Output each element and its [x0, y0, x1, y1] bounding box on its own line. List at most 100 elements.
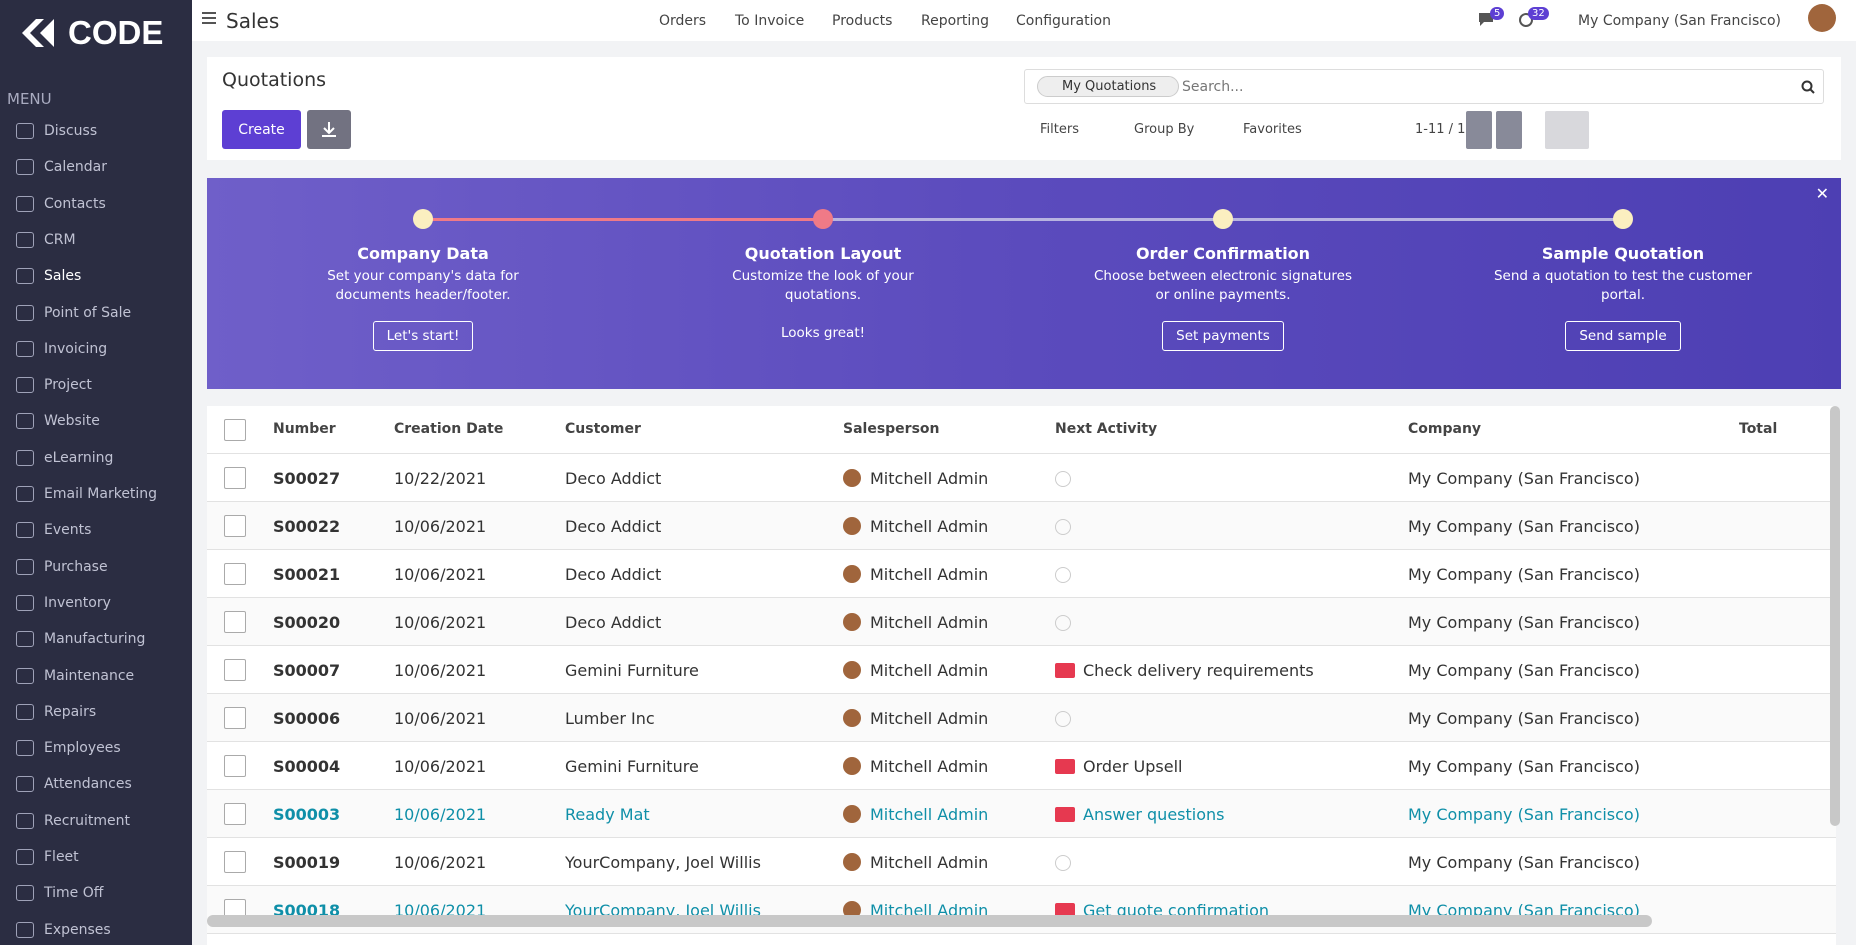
row-checkbox[interactable]: [224, 659, 246, 681]
activity-clock[interactable]: [1055, 567, 1071, 583]
table-row[interactable]: S00019 10/06/2021 YourCompany, Joel Willis…: [207, 838, 1836, 886]
row-checkbox[interactable]: [224, 467, 246, 489]
user-avatar[interactable]: [1808, 4, 1836, 32]
sidebar-item[interactable]: Email Marketing: [16, 479, 157, 509]
row-checkbox[interactable]: [224, 707, 246, 729]
messages-icon[interactable]: [1477, 10, 1497, 28]
column-header[interactable]: Salesperson: [843, 421, 940, 437]
app-name[interactable]: Sales: [226, 8, 280, 33]
row-checkbox[interactable]: [224, 803, 246, 825]
sidebar-item[interactable]: Attendances: [16, 769, 132, 799]
column-header[interactable]: Next Activity: [1055, 421, 1158, 437]
row-checkbox[interactable]: [224, 515, 246, 537]
nav-item[interactable]: Reporting: [921, 12, 990, 29]
sidebar-icon: [16, 195, 34, 212]
create-button[interactable]: Create: [222, 110, 301, 149]
sidebar-label: Purchase: [44, 558, 108, 575]
nav-item[interactable]: Orders: [659, 12, 707, 29]
view-switch[interactable]: [1685, 111, 1729, 149]
step-title: Company Data: [357, 244, 489, 263]
row-checkbox[interactable]: [224, 851, 246, 873]
total: 1,706.00: [1717, 661, 1836, 680]
sidebar-item[interactable]: Expenses: [16, 915, 111, 945]
column-header[interactable]: Number: [273, 421, 336, 437]
activity-clock[interactable]: [1055, 471, 1071, 487]
table-row[interactable]: S00003 10/06/2021 Ready Mat Mitchell Admin A…: [207, 790, 1836, 838]
search-bar[interactable]: My Quotations Search...: [1024, 69, 1824, 104]
nav-item[interactable]: To Invoice: [735, 12, 805, 29]
sidebar-item[interactable]: Inventory: [16, 588, 111, 618]
vertical-scrollbar[interactable]: [1830, 406, 1840, 826]
view-switch[interactable]: [1732, 111, 1776, 149]
salesperson: Mitchell Admin: [843, 613, 988, 632]
column-header[interactable]: Total: [1739, 421, 1778, 437]
sidebar-item[interactable]: eLearning: [16, 443, 113, 473]
sidebar-item[interactable]: Point of Sale: [16, 298, 131, 328]
view-switch[interactable]: [1778, 111, 1822, 149]
download-button[interactable]: [307, 110, 351, 149]
column-header[interactable]: Company: [1408, 421, 1482, 437]
step-button[interactable]: Let's start!: [372, 321, 474, 351]
sidebar-item[interactable]: Calendar: [16, 152, 107, 182]
activity-clock[interactable]: [1055, 855, 1071, 871]
activities-icon[interactable]: [1518, 10, 1536, 28]
activity-clock[interactable]: [1055, 519, 1071, 535]
step-button[interactable]: Send sample: [1565, 321, 1681, 351]
sidebar-item[interactable]: Purchase: [16, 552, 108, 582]
activity-clock[interactable]: [1055, 615, 1071, 631]
list-view[interactable]: [1545, 111, 1589, 149]
sidebar-label: Repairs: [44, 703, 97, 720]
sidebar-item[interactable]: Manufacturing: [16, 624, 145, 654]
column-header[interactable]: Customer: [565, 421, 641, 437]
table-row[interactable]: S00004 10/06/2021 Gemini Furniture Mitchell…: [207, 742, 1836, 790]
row-checkbox[interactable]: [224, 563, 246, 585]
sidebar-item[interactable]: Discuss: [16, 116, 97, 146]
total: $ 4,374.00: [1717, 517, 1836, 536]
close-banner[interactable]: ✕: [1815, 184, 1829, 203]
sidebar-item[interactable]: Fleet: [16, 842, 79, 872]
group-by-button[interactable]: Group By: [1134, 122, 1195, 137]
onboarding-banner: ✕ Company Data Set your company's data fo…: [207, 178, 1841, 389]
table-row[interactable]: S00027 10/22/2021 Deco Addict Mitchell Admi…: [207, 454, 1836, 502]
column-header[interactable]: Creation Date: [394, 421, 504, 437]
horizontal-scrollbar[interactable]: [207, 915, 1652, 927]
total: 377.50: [1717, 805, 1836, 824]
number: S00020: [273, 613, 341, 632]
salesperson: Mitchell Admin: [843, 565, 988, 584]
table-row[interactable]: S00022 10/06/2021 Deco Addict Mitchell Admi…: [207, 502, 1836, 550]
company-switcher[interactable]: My Company (San Francisco): [1578, 12, 1781, 29]
menu-toggle[interactable]: [202, 12, 216, 24]
nav-item[interactable]: Configuration: [1016, 12, 1111, 29]
table-row[interactable]: S00006 10/06/2021 Lumber Inc Mitchell Admin…: [207, 694, 1836, 742]
sidebar-item[interactable]: Contacts: [16, 189, 106, 219]
sidebar-item[interactable]: Recruitment: [16, 806, 130, 836]
sidebar-item[interactable]: Repairs: [16, 697, 96, 727]
sidebar-item[interactable]: Events: [16, 515, 91, 545]
nav-item[interactable]: Products: [832, 12, 893, 29]
search-facet[interactable]: My Quotations: [1037, 76, 1180, 97]
table-row[interactable]: S00020 10/06/2021 Deco Addict Mitchell Admi…: [207, 598, 1836, 646]
pager-prev[interactable]: [1466, 111, 1492, 149]
sidebar-item[interactable]: Website: [16, 406, 100, 436]
sidebar-item[interactable]: CRM: [16, 225, 76, 255]
select-all[interactable]: [224, 419, 246, 441]
sidebar-item[interactable]: Invoicing: [16, 334, 107, 364]
table-row[interactable]: S00007 10/06/2021 Gemini Furniture Mitchell…: [207, 646, 1836, 694]
favorites-button[interactable]: Favorites: [1243, 122, 1302, 137]
number: S00006: [273, 709, 341, 728]
view-switch[interactable]: [1639, 111, 1683, 149]
sidebar-item[interactable]: Employees: [16, 733, 121, 763]
sidebar-item[interactable]: Project: [16, 370, 92, 400]
pager-next[interactable]: [1496, 111, 1522, 149]
filters-button[interactable]: Filters: [1040, 122, 1079, 137]
table-row[interactable]: S00021 10/06/2021 Deco Addict Mitchell Admi…: [207, 550, 1836, 598]
row-checkbox[interactable]: [224, 611, 246, 633]
sidebar-item[interactable]: Maintenance: [16, 661, 134, 691]
view-switch[interactable]: [1592, 111, 1636, 149]
activity-clock[interactable]: [1055, 711, 1071, 727]
brand[interactable]: CODE: [18, 14, 163, 52]
step-button[interactable]: Set payments: [1162, 321, 1284, 351]
sidebar-item[interactable]: Time Off: [16, 878, 103, 908]
row-checkbox[interactable]: [224, 755, 246, 777]
sidebar-item[interactable]: Sales: [16, 261, 81, 291]
